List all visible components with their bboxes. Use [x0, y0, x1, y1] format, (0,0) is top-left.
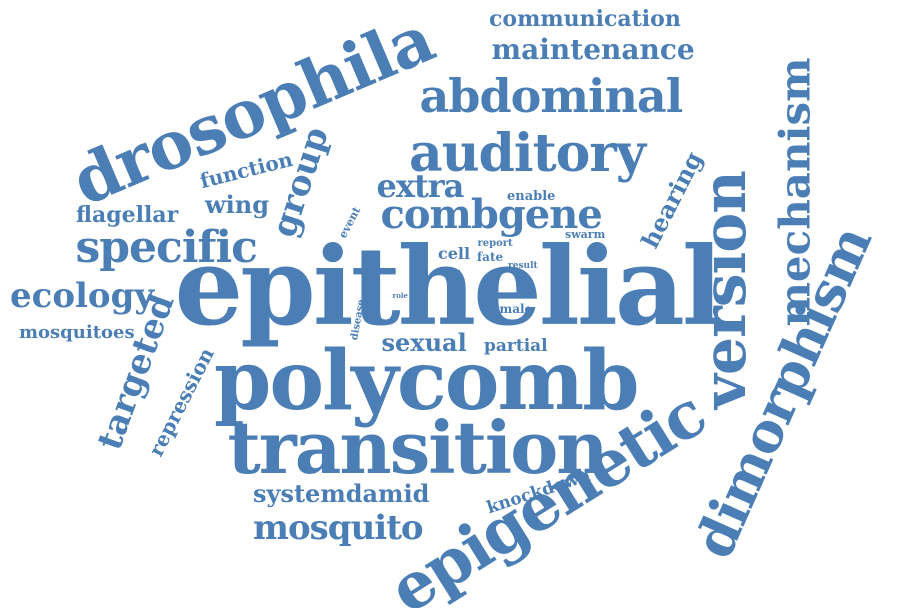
- word-version: version: [689, 171, 760, 409]
- word-mechanism: mechanism: [770, 57, 820, 327]
- word-systemdamid: systemdamid: [253, 479, 430, 508]
- word-combgene: combgene: [380, 191, 603, 238]
- word-enable: enable: [507, 188, 556, 204]
- word-polycomb: polycomb: [214, 333, 640, 429]
- word-report: report: [477, 238, 513, 249]
- word-partial: partial: [484, 335, 548, 356]
- word-ecology: ecology: [10, 276, 155, 316]
- word-ear: ear: [440, 265, 460, 279]
- word-epithelial: epithelial: [174, 224, 723, 350]
- word-maintenance: maintenance: [491, 33, 695, 66]
- word-auditory: auditory: [409, 123, 646, 184]
- word-flagellar: flagellar: [76, 202, 179, 228]
- word-swarm: swarm: [565, 227, 606, 241]
- word-specific: specific: [75, 222, 258, 273]
- word-mosquito: mosquito: [253, 508, 424, 548]
- word-role: role: [392, 290, 408, 300]
- word-result: result: [508, 260, 538, 271]
- word-communication: communication: [489, 6, 681, 32]
- word-sexual: sexual: [381, 328, 467, 357]
- word-transition: transition: [227, 405, 609, 490]
- word-cell: cell: [438, 244, 471, 263]
- word-fate: fate: [477, 250, 504, 264]
- word-wing: wing: [205, 190, 270, 219]
- word-mosquitoes: mosquitoes: [19, 322, 135, 343]
- word-male: male: [499, 302, 533, 316]
- word-extra: extra: [376, 167, 465, 205]
- word-abdominal: abdominal: [419, 69, 684, 123]
